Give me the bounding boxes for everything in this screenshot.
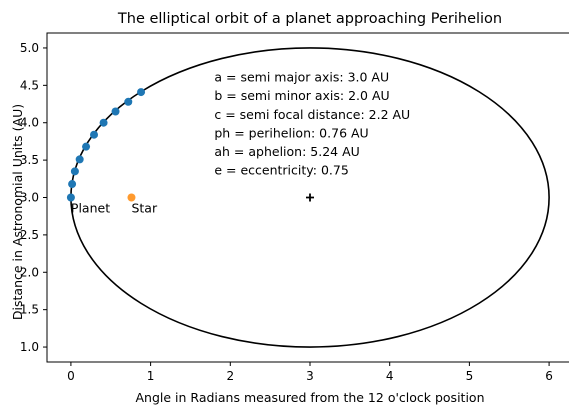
orbit-info-line: c = semi focal distance: 2.2 AU bbox=[214, 107, 410, 122]
y-tick-label: 5.0 bbox=[20, 41, 39, 55]
center-marker bbox=[306, 193, 314, 202]
y-tick-label: 4.5 bbox=[20, 78, 39, 92]
point-label: Planet bbox=[71, 201, 110, 216]
planet-position-point bbox=[70, 167, 79, 176]
y-tick-label: 1.5 bbox=[20, 303, 39, 317]
orbit-info-line: ah = aphelion: 5.24 AU bbox=[214, 144, 359, 159]
x-tick-label: 5 bbox=[466, 369, 474, 383]
x-tick-label: 2 bbox=[226, 369, 234, 383]
x-axis-label: Angle in Radians measured from the 12 o'… bbox=[136, 390, 485, 405]
y-tick-label: 2.5 bbox=[20, 228, 39, 242]
point-label: Star bbox=[131, 201, 157, 216]
chart-title: The elliptical orbit of a planet approac… bbox=[117, 11, 502, 27]
planet-position-point bbox=[82, 142, 91, 151]
orbit-info-line: a = semi major axis: 3.0 AU bbox=[214, 70, 389, 85]
planet-position-point bbox=[111, 107, 120, 116]
x-tick-label: 0 bbox=[67, 369, 75, 383]
planet-position-point bbox=[137, 88, 146, 97]
x-tick-label: 6 bbox=[545, 369, 553, 383]
x-tick-label: 4 bbox=[386, 369, 394, 383]
planet-position-point bbox=[68, 180, 77, 189]
orbit-info-line: ph = perihelion: 0.76 AU bbox=[214, 125, 368, 140]
y-tick-label: 1.0 bbox=[20, 340, 39, 354]
x-tick-label: 1 bbox=[147, 369, 155, 383]
planet-position-point bbox=[90, 130, 99, 139]
planet-position-point bbox=[99, 118, 108, 127]
planet-position-point bbox=[124, 97, 133, 106]
x-tick-label: 3 bbox=[306, 369, 314, 383]
planet-position-point bbox=[66, 193, 75, 202]
y-axis-label: Distance in Astronomial Units (AU) bbox=[10, 104, 25, 320]
y-tick-label: 3.0 bbox=[20, 191, 39, 205]
orbit-info-line: e = eccentricity: 0.75 bbox=[214, 163, 348, 178]
planet-position-point bbox=[75, 155, 84, 164]
y-tick-label: 4.0 bbox=[20, 116, 39, 130]
orbit-info-line: b = semi minor axis: 2.0 AU bbox=[214, 88, 389, 103]
star-point bbox=[127, 193, 136, 202]
y-tick-label: 2.0 bbox=[20, 265, 39, 279]
y-tick-label: 3.5 bbox=[20, 153, 39, 167]
